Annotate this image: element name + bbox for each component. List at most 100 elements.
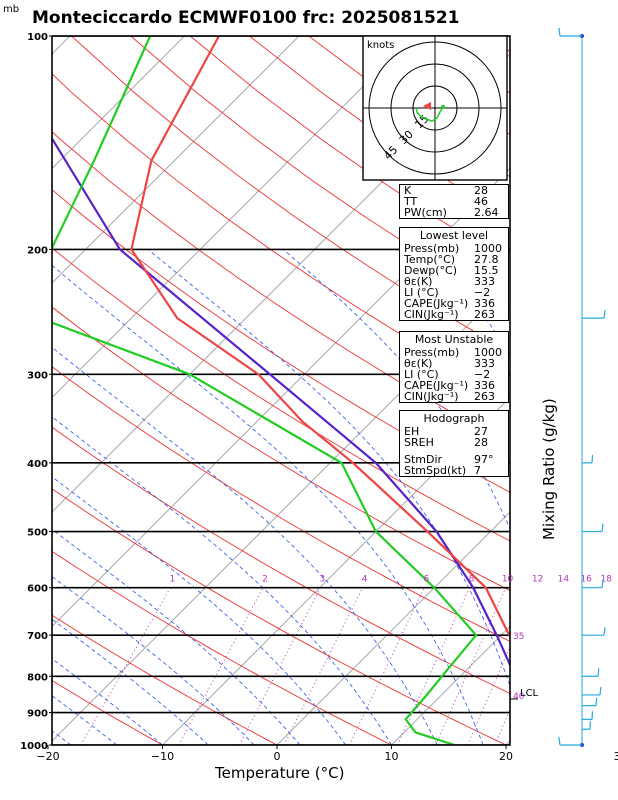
dewpoint-profile [52, 36, 478, 745]
y-tick-label: 300 [27, 370, 48, 381]
wind-barb-flag [601, 579, 604, 588]
y-tick-label: 800 [27, 672, 48, 683]
moist-adiabat-line [52, 618, 209, 745]
mixing-ratio-line [560, 588, 618, 745]
mixing-ratio-label: 16 [580, 575, 592, 585]
x-tick-label: 20 [499, 750, 513, 763]
mixing-ratio-label: 2 [262, 575, 268, 585]
y-tick-label: 100 [27, 32, 48, 43]
wind-barb-flag [603, 627, 606, 636]
isotherm-line [52, 167, 510, 628]
x-tick-label: −20 [36, 750, 59, 763]
lcl-label: LCL [520, 688, 539, 699]
moist-adiabat-line [52, 264, 484, 745]
x-tick-label: −10 [151, 750, 174, 763]
index-row: Press(mb) 1000 [404, 346, 502, 359]
dry-adiabat-line [52, 189, 510, 493]
wind-barb-flag [591, 711, 594, 720]
plot-border [51, 35, 511, 746]
x-tick-label: 10 [385, 750, 399, 763]
hodograph-index-title: Hodograph [423, 412, 485, 425]
mixing-ratio-line [541, 588, 605, 745]
moist-adiabat-line [566, 249, 618, 745]
index-table-most-unstable: Most Unstable Press(mb) 1000 θε(K) 333 LI … [399, 331, 509, 403]
mixing-ratio-line [348, 587, 425, 745]
wind-barb-flag [591, 454, 594, 463]
index-row: Temp(°C) 27.8 [404, 253, 499, 266]
wind-barb-flag [558, 27, 561, 37]
dry-adiabat-line [52, 73, 510, 399]
dry-adiabat-line [52, 614, 278, 745]
mixing-ratio-label: 12 [532, 575, 543, 585]
isotherm-line [52, 36, 185, 170]
mixing-ratio-label: 6 [423, 575, 429, 585]
x-axis-label: Temperature (°C) [215, 764, 345, 782]
index-row: StmDir 97° [404, 453, 494, 466]
parcel-profile [52, 136, 510, 697]
moist-adiabat-line [0, 249, 25, 745]
index-row-tt: TT 46 [404, 195, 488, 208]
wind-barb-flag [599, 686, 602, 696]
y-tick-label: 600 [27, 584, 48, 595]
plot-area [0, 36, 618, 745]
dry-adiabat-line [52, 366, 510, 642]
wind-barb-flag [558, 736, 561, 746]
y-tick-label: 400 [27, 459, 48, 470]
hodograph-start-point [441, 105, 445, 109]
mixing-ratio-label: 18 [601, 575, 613, 585]
wind-barb-flag [603, 310, 606, 319]
dry-adiabat-line [52, 131, 510, 446]
mixing-ratio-line [435, 587, 507, 745]
y-tick-label: 1000 [20, 741, 48, 752]
y-tick-label: 500 [27, 528, 48, 539]
y-tick-label: 200 [27, 245, 48, 256]
mixing-ratio-label: 35 [513, 632, 524, 642]
wind-barb-flag [597, 668, 600, 677]
mixing-ratio-line [178, 587, 264, 745]
y-tick-label: 900 [27, 709, 48, 720]
moist-adiabat-line [52, 416, 392, 745]
mixing-ratio-line [494, 708, 510, 745]
index-row: θε(K) 333 [404, 357, 495, 370]
moist-adiabat-line [52, 695, 117, 745]
isotherm-line [52, 36, 414, 399]
index-row: CIN(Jkg⁻¹) 263 [404, 390, 495, 403]
moist-adiabat-line [147, 249, 510, 688]
wind-barb-flag [595, 697, 598, 706]
dry-adiabat-line [52, 550, 392, 745]
most-unstable-title: Most Unstable [414, 333, 494, 346]
index-row: Dewp(°C) 15.5 [404, 264, 499, 277]
dry-adiabat-line [52, 426, 510, 694]
index-row: LI (°C) −2 [404, 368, 491, 381]
mixing-ratio-label: 40 [513, 692, 525, 702]
moist-adiabat-line [52, 576, 255, 745]
mixing-ratio-line [80, 587, 171, 745]
index-row: StmSpd(kt) 7 [404, 464, 481, 477]
mixing-ratio-line [467, 645, 510, 745]
mixing-ratio-axis-label: Mixing Ratio (g/kg) [540, 398, 558, 540]
index-row: CAPE(Jkg⁻¹) 336 [404, 379, 495, 392]
chart-title: Monteciccardo ECMWF0100 frc: 2025081521 [32, 8, 460, 28]
dry-adiabat-line [52, 247, 510, 542]
index-row: Press(mb) 1000 [404, 242, 502, 255]
moist-adiabat-line [52, 528, 301, 745]
index-row: LI (°C) −2 [404, 286, 491, 299]
x-tick-label: 0 [274, 750, 281, 763]
y-tick-label: 700 [27, 631, 48, 642]
index-row: EH 27 [404, 425, 488, 438]
mixing-ratio-label: 8 [469, 575, 475, 585]
mixing-ratio-line [602, 588, 618, 745]
mixing-ratio-label: 14 [558, 575, 570, 585]
isotherm-line [162, 396, 510, 745]
hodograph-unit-label: knots [367, 40, 394, 51]
index-row: CIN(Jkg⁻¹) 263 [404, 308, 495, 321]
x-tick-label: 30 [614, 750, 618, 763]
mixing-ratio-label: 4 [362, 575, 368, 585]
isotherm-line [276, 511, 510, 745]
index-table-lowest-level: Lowest level Press(mb) 1000 Temp(°C) 27.8 … [399, 227, 509, 321]
moist-adiabat-line [282, 249, 510, 530]
index-row: θε(K) 333 [404, 275, 495, 288]
index-row: SREH 28 [404, 436, 488, 449]
temperature-profile [130, 36, 510, 638]
index-table-hodograph: Hodograph EH 27 SREH 28 StmDir 97° StmSpd(k… [399, 410, 509, 477]
